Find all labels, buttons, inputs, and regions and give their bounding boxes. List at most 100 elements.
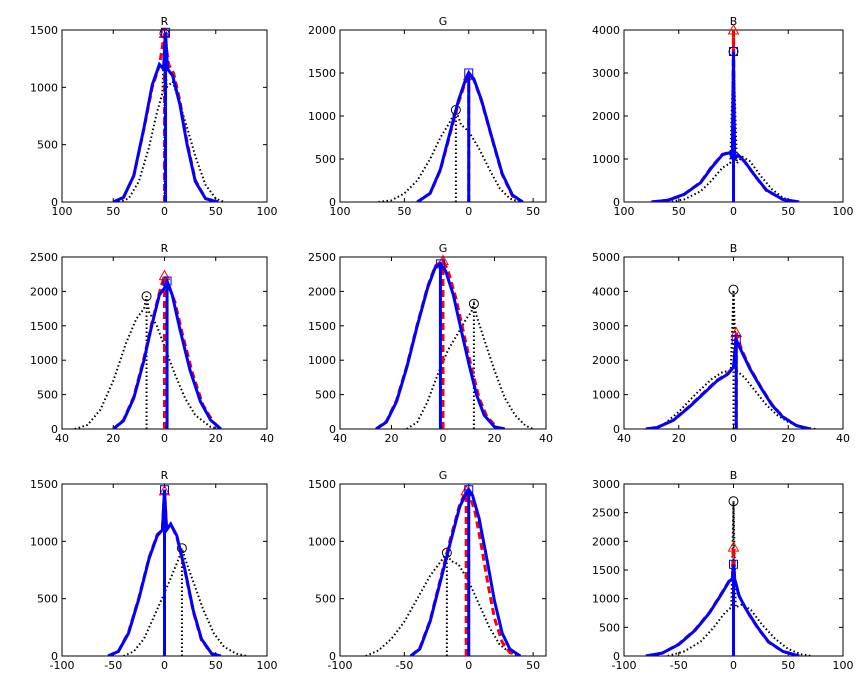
- subplot-title: B: [730, 469, 738, 482]
- y-tick-label: 1000: [592, 153, 620, 166]
- plot-frame: [339, 29, 547, 203]
- y-tick-label: 1000: [308, 535, 336, 548]
- peak-marker-square: [161, 27, 171, 37]
- x-tick-label: 20: [781, 432, 795, 445]
- subplot-title: G: [439, 469, 448, 482]
- x-tick-label: 50: [106, 205, 120, 218]
- y-tick-label: 0: [613, 650, 620, 663]
- x-tick-label: 100: [330, 205, 351, 218]
- x-tick-label: 40: [539, 432, 553, 445]
- y-tick-label: 1000: [592, 389, 620, 402]
- x-tick-label: 50: [397, 205, 411, 218]
- x-tick-label: 100: [257, 205, 278, 218]
- peak-marker-triangle: [727, 541, 740, 552]
- peak-marker-square: [729, 559, 738, 569]
- y-tick-label: 1500: [592, 564, 620, 577]
- y-tick-label: 1000: [30, 535, 58, 548]
- x-tick-label: 40: [55, 432, 69, 445]
- y-tick-label: 1000: [30, 354, 58, 367]
- peak-marker-square: [160, 485, 169, 495]
- y-tick-label: 0: [329, 650, 336, 663]
- series-line: [651, 51, 800, 202]
- x-tick-label: 20: [488, 432, 502, 445]
- y-tick-label: 1500: [30, 24, 58, 37]
- y-tick-label: 4000: [592, 24, 620, 37]
- x-tick-label: 100: [257, 659, 278, 672]
- series-line: [365, 550, 521, 656]
- x-tick-label: 20: [385, 432, 399, 445]
- x-tick-label: 50: [781, 205, 795, 218]
- x-tick-label: 100: [614, 205, 635, 218]
- x-tick-label: 0: [730, 205, 737, 218]
- y-tick-label: 0: [613, 423, 620, 436]
- series-path: [667, 501, 813, 656]
- series-path: [375, 261, 506, 429]
- x-tick-label: -100: [612, 659, 637, 672]
- x-tick-label: -100: [328, 659, 353, 672]
- y-tick-label: 0: [51, 650, 58, 663]
- x-tick-label: 100: [833, 659, 854, 672]
- x-tick-label: 40: [836, 432, 850, 445]
- x-tick-label: 0: [465, 205, 472, 218]
- x-tick-label: -50: [670, 659, 688, 672]
- y-tick-label: 2000: [30, 285, 58, 298]
- y-tick-label: 500: [315, 153, 336, 166]
- x-tick-label: 50: [209, 659, 223, 672]
- y-tick-label: 0: [613, 196, 620, 209]
- series-line: [645, 289, 816, 429]
- x-tick-label: 40: [333, 432, 347, 445]
- subplot-title: R: [161, 469, 169, 482]
- x-tick-label: 20: [672, 432, 686, 445]
- y-tick-label: 2000: [308, 24, 336, 37]
- peak-marker-square: [729, 47, 738, 56]
- y-tick-label: 500: [315, 389, 336, 402]
- x-tick-label: 50: [672, 205, 686, 218]
- x-tick-label: 0: [440, 432, 447, 445]
- subplot-title: R: [161, 242, 169, 255]
- x-tick-label: 40: [617, 432, 631, 445]
- y-tick-label: 2000: [592, 110, 620, 123]
- y-tick-label: 4000: [592, 285, 620, 298]
- y-tick-label: 1500: [30, 320, 58, 333]
- y-tick-label: 1500: [308, 67, 336, 80]
- y-tick-label: 3000: [592, 478, 620, 491]
- series-line: [107, 489, 222, 656]
- y-tick-label: 2500: [30, 251, 58, 264]
- y-tick-label: 500: [37, 139, 58, 152]
- series-line: [112, 276, 222, 429]
- peak-marker-circle: [141, 291, 152, 302]
- x-tick-label: 40: [260, 432, 274, 445]
- x-tick-label: -50: [104, 659, 122, 672]
- series-line: [416, 70, 524, 202]
- y-tick-label: 2000: [592, 535, 620, 548]
- y-tick-label: 500: [37, 593, 58, 606]
- series-path: [74, 295, 222, 429]
- y-tick-label: 500: [37, 389, 58, 402]
- y-tick-label: 2500: [308, 251, 336, 264]
- subplot-title: B: [730, 15, 738, 28]
- peak-marker-triangle: [158, 269, 171, 281]
- x-tick-label: 100: [52, 205, 73, 218]
- peak-marker-circle: [728, 284, 739, 295]
- y-tick-label: 3000: [592, 320, 620, 333]
- y-tick-label: 0: [329, 196, 336, 209]
- series-path: [375, 258, 506, 429]
- y-tick-label: 0: [51, 423, 58, 436]
- series-path: [409, 487, 522, 656]
- x-tick-label: 0: [730, 659, 737, 672]
- y-tick-label: 500: [599, 621, 620, 634]
- peak-marker-square: [464, 68, 474, 78]
- x-tick-label: 50: [781, 659, 795, 672]
- y-tick-label: 500: [315, 593, 336, 606]
- y-tick-label: 0: [329, 423, 336, 436]
- x-tick-label: 0: [161, 659, 168, 672]
- y-tick-label: 1000: [30, 81, 58, 94]
